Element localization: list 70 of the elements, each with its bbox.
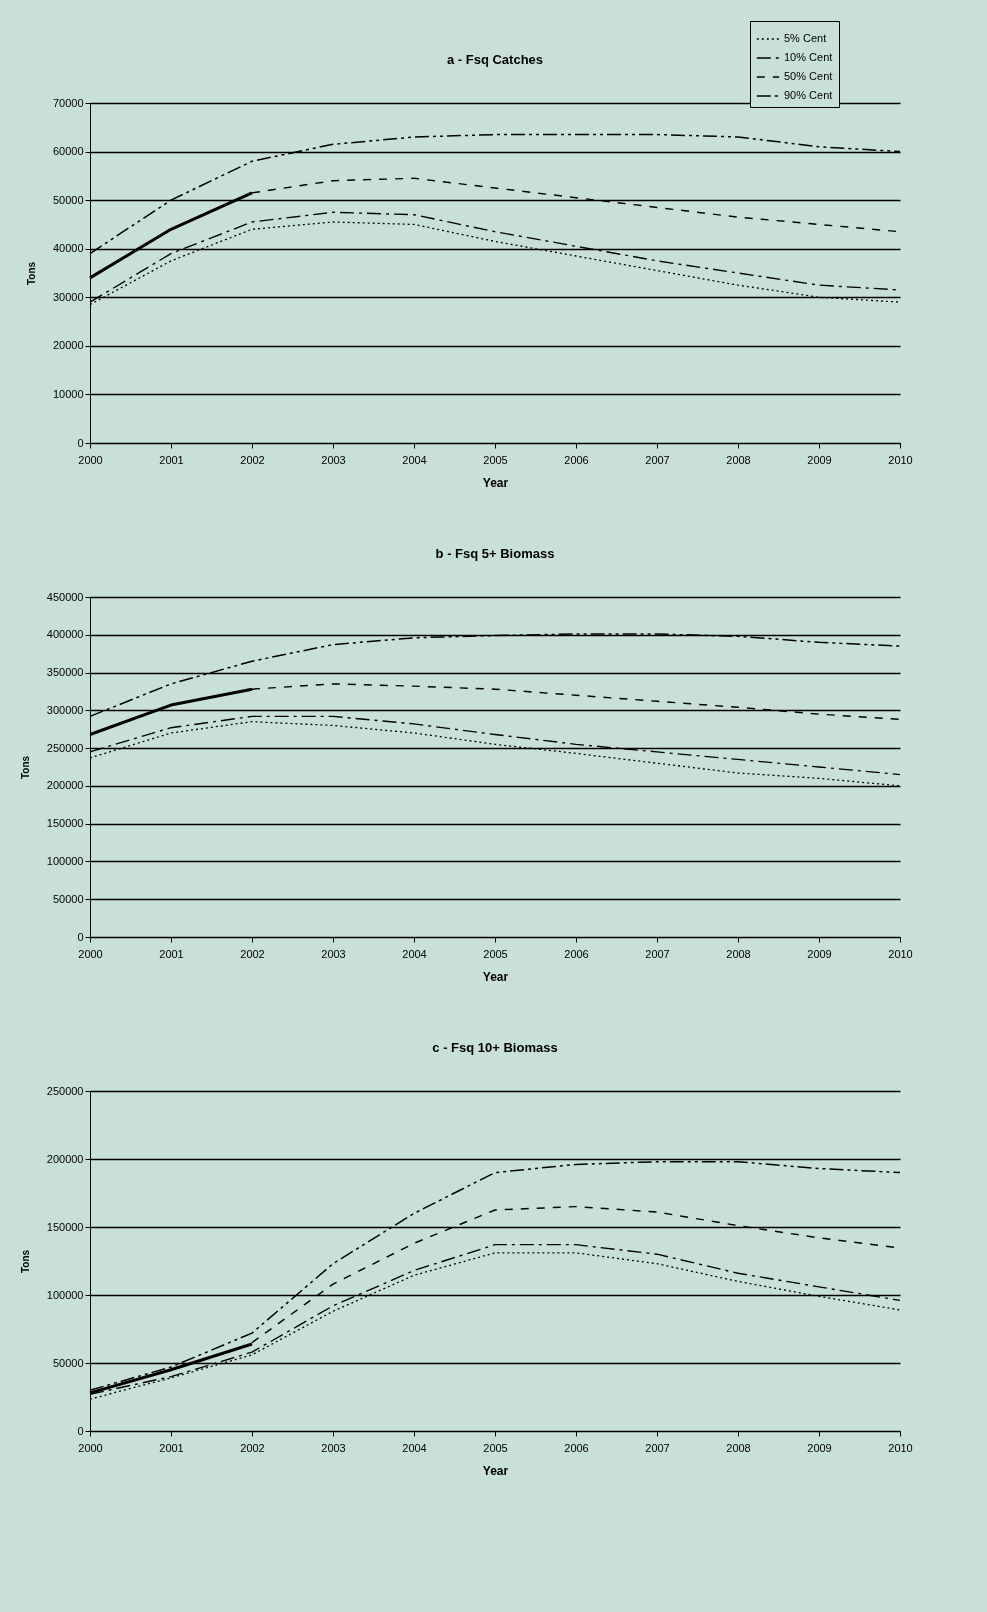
x-tick-label: 2010 <box>888 1441 913 1454</box>
x-tick-label: 2007 <box>645 453 670 466</box>
x-tick-label: 2009 <box>807 453 832 466</box>
y-tick-label: 40000 <box>52 242 84 255</box>
y-tick-label: 10000 <box>52 387 84 400</box>
x-tick-label: 2005 <box>483 1441 508 1454</box>
x-tick-label: 2009 <box>807 1441 832 1454</box>
x-tick-label: 2007 <box>645 1441 670 1454</box>
y-axis-title: Tons <box>19 1249 31 1274</box>
x-tick-label: 2005 <box>483 453 508 466</box>
chart-title: a - Fsq Catches <box>446 52 544 67</box>
y-tick-label: 400000 <box>46 628 84 641</box>
chart-title: b - Fsq 5+ Biomass <box>435 546 555 561</box>
x-tick-label: 2007 <box>645 947 670 960</box>
x-tick-label: 2010 <box>888 453 913 466</box>
x-tick-label: 2000 <box>78 453 103 466</box>
x-tick-label: 2004 <box>402 947 427 960</box>
x-axis-title: Year <box>482 475 509 490</box>
y-tick-label: 450000 <box>46 590 84 603</box>
y-tick-label: 150000 <box>46 817 84 830</box>
y-tick-label: 200000 <box>46 1152 84 1165</box>
x-tick-label: 2004 <box>402 453 427 466</box>
y-tick-label: 70000 <box>52 96 84 109</box>
y-axis-title: Tons <box>19 755 31 780</box>
y-tick-label: 50000 <box>52 1356 84 1369</box>
x-tick-label: 2005 <box>483 947 508 960</box>
x-axis-title: Year <box>482 1463 509 1478</box>
x-tick-label: 2006 <box>564 947 589 960</box>
y-tick-label: 50000 <box>52 193 84 206</box>
y-tick-label: 20000 <box>52 339 84 352</box>
x-tick-label: 2009 <box>807 947 832 960</box>
y-tick-label: 250000 <box>46 1084 84 1097</box>
x-tick-label: 2001 <box>159 453 184 466</box>
chart-title: c - Fsq 10+ Biomass <box>432 1040 558 1055</box>
y-tick-label: 250000 <box>46 741 84 754</box>
x-tick-label: 2000 <box>78 947 103 960</box>
x-tick-label: 2003 <box>321 947 346 960</box>
y-tick-label: 0 <box>77 930 84 943</box>
y-tick-label: 0 <box>77 436 84 449</box>
x-tick-label: 2001 <box>159 1441 184 1454</box>
legend-label: 10% Cent <box>784 51 833 63</box>
x-tick-label: 2010 <box>888 947 913 960</box>
y-axis-title: Tons <box>25 261 37 286</box>
x-tick-label: 2000 <box>78 1441 103 1454</box>
x-tick-label: 2002 <box>240 453 265 466</box>
y-tick-label: 300000 <box>46 703 84 716</box>
y-tick-label: 350000 <box>46 666 84 679</box>
y-tick-label: 100000 <box>46 1288 84 1301</box>
legend-label: 5% Cent <box>784 32 827 44</box>
y-tick-label: 30000 <box>52 290 84 303</box>
x-tick-label: 2006 <box>564 1441 589 1454</box>
x-tick-label: 2008 <box>726 947 751 960</box>
x-tick-label: 2003 <box>321 453 346 466</box>
x-tick-label: 2002 <box>240 1441 265 1454</box>
x-tick-label: 2004 <box>402 1441 427 1454</box>
y-tick-label: 150000 <box>46 1220 84 1233</box>
y-tick-label: 200000 <box>46 779 84 792</box>
x-axis-title: Year <box>482 969 509 984</box>
x-tick-label: 2008 <box>726 1441 751 1454</box>
legend-label: 90% Cent <box>784 89 833 101</box>
x-tick-label: 2002 <box>240 947 265 960</box>
x-tick-label: 2006 <box>564 453 589 466</box>
y-tick-label: 60000 <box>52 145 84 158</box>
x-tick-label: 2008 <box>726 453 751 466</box>
y-tick-label: 100000 <box>46 854 84 867</box>
y-tick-label: 0 <box>77 1424 84 1437</box>
x-tick-label: 2001 <box>159 947 184 960</box>
x-tick-label: 2003 <box>321 1441 346 1454</box>
legend-label: 50% Cent <box>784 70 833 82</box>
y-tick-label: 50000 <box>52 892 84 905</box>
